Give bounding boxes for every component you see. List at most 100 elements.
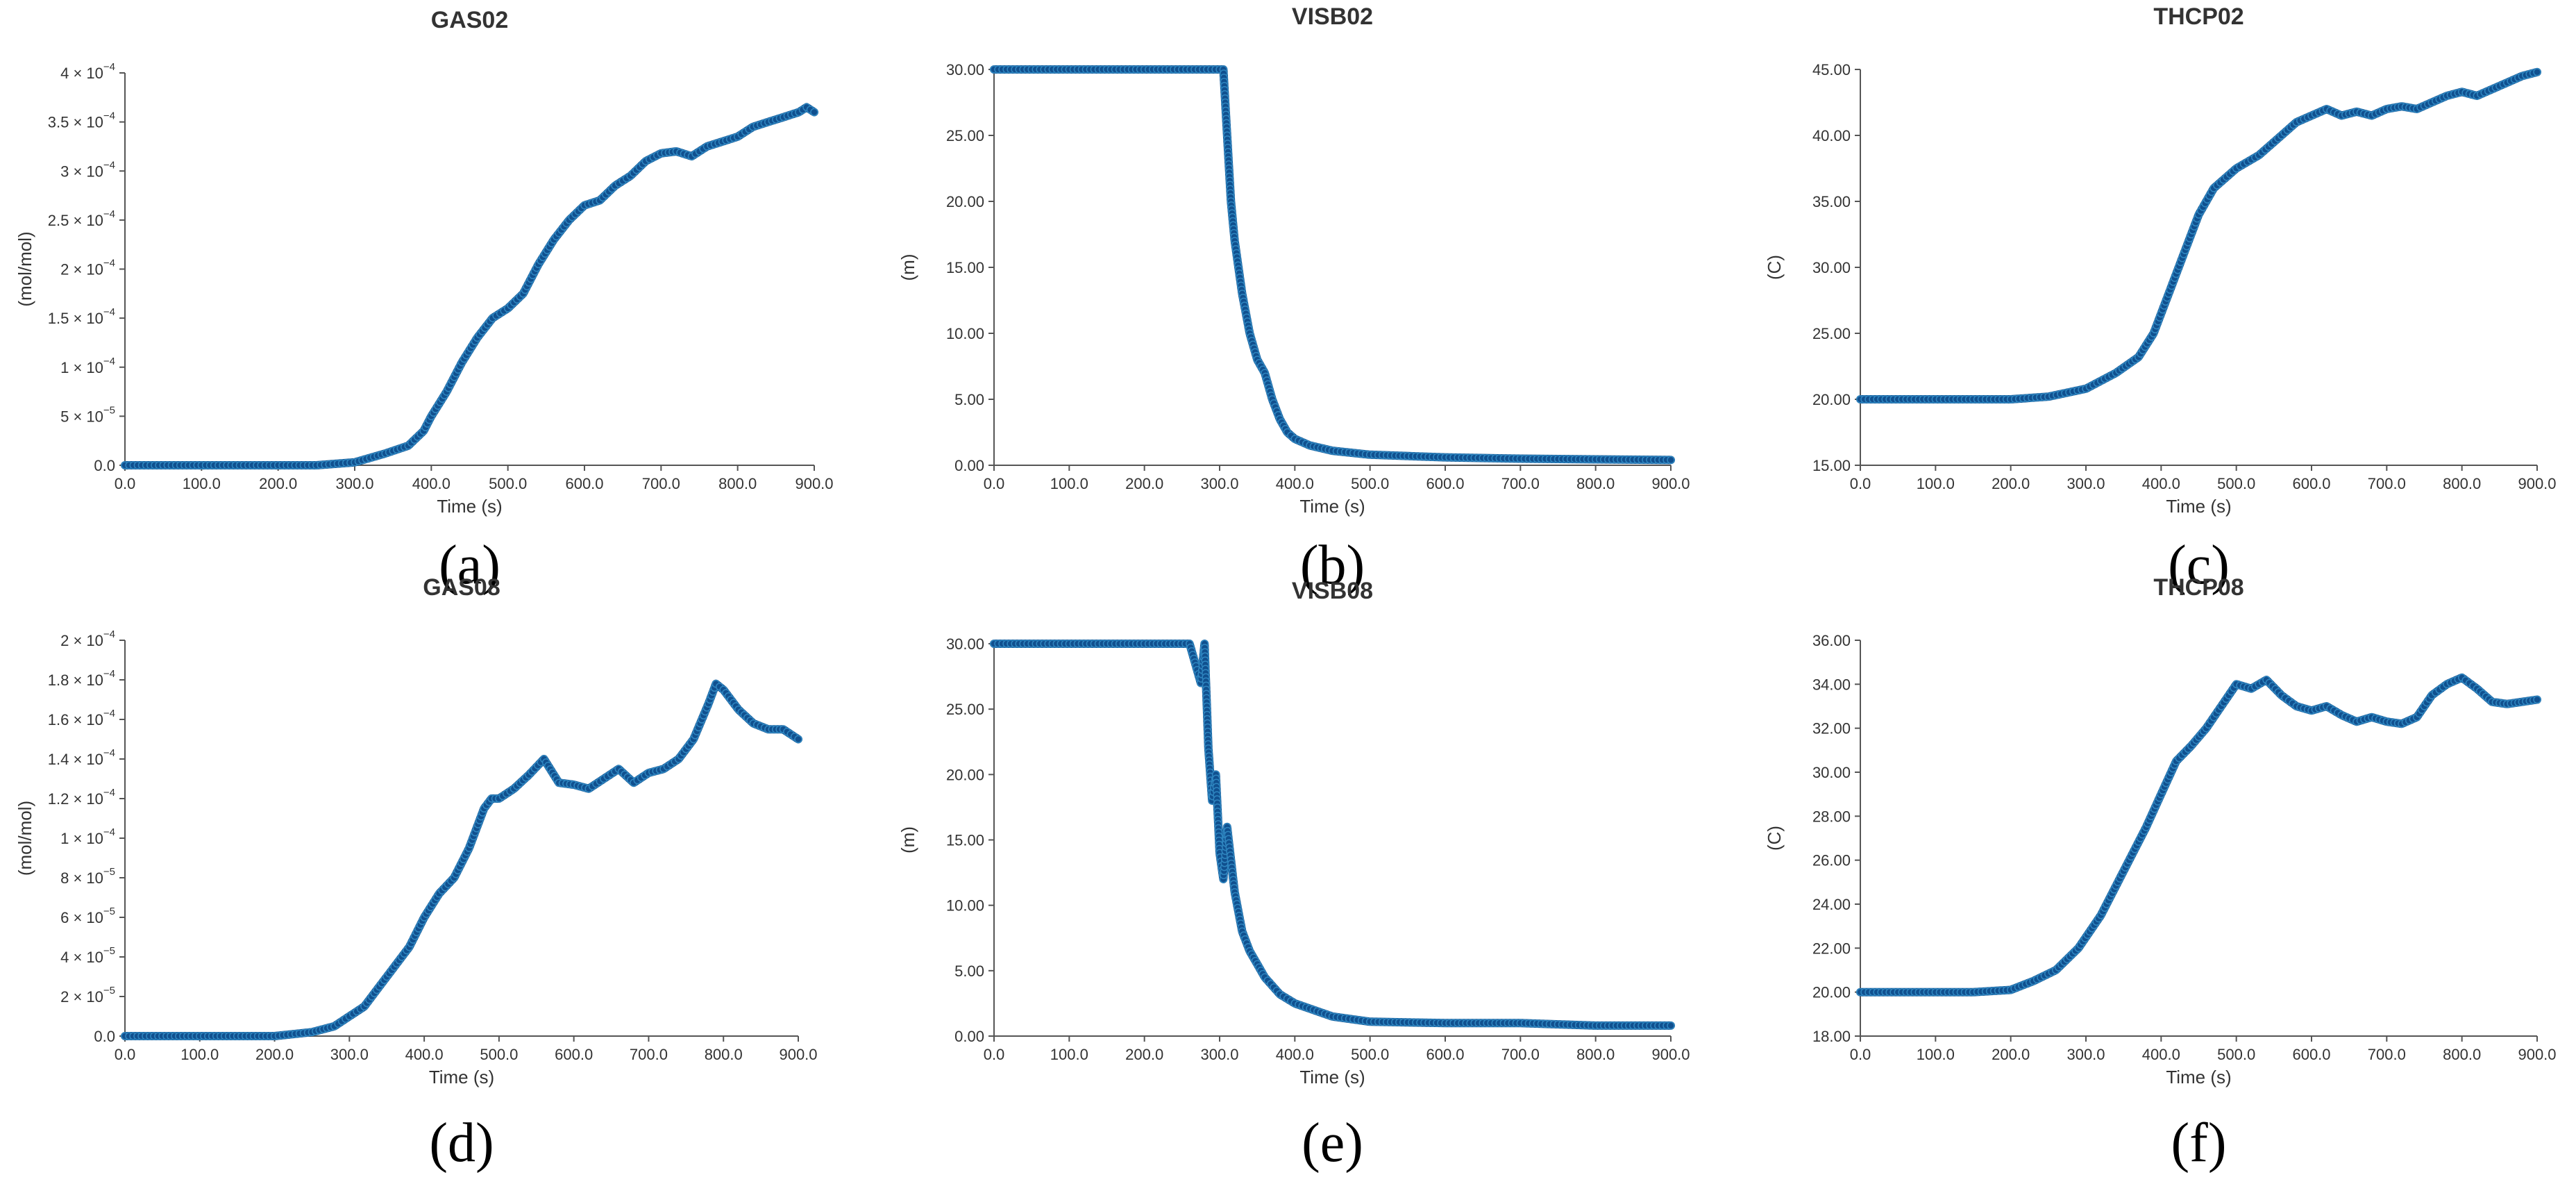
y-tick-mantissa: 2.5 × 10 xyxy=(48,212,103,229)
y-tick-mantissa: 1.2 × 10 xyxy=(48,790,103,808)
x-tick-label: 0.0 xyxy=(984,475,1005,492)
x-tick-label: 200.0 xyxy=(1125,475,1163,492)
chart-title: GAS02 xyxy=(431,7,509,33)
y-tick-exponent: −5 xyxy=(103,945,115,957)
x-axis-label: Time (s) xyxy=(2166,1067,2231,1087)
y-tick-mantissa: 10.00 xyxy=(946,897,984,915)
x-tick-label: 300.0 xyxy=(2066,1046,2105,1063)
y-tick-label: 2 × 10−5 xyxy=(60,985,115,1006)
x-tick-label: 800.0 xyxy=(705,1046,743,1063)
y-tick-label: 6 × 10−5 xyxy=(60,906,115,926)
x-tick-label: 800.0 xyxy=(1576,1046,1615,1063)
data-point xyxy=(2533,695,2541,704)
y-tick-exponent: −4 xyxy=(103,787,115,799)
x-tick-label: 900.0 xyxy=(1651,475,1690,492)
x-tick-label: 100.0 xyxy=(180,1046,219,1063)
x-tick-label: 100.0 xyxy=(183,475,221,492)
chart-f: THCP08 0.0 100.0 200.0 300.0 400.0 500.0 600.0 7… xyxy=(1764,574,2557,1174)
y-tick-exponent: −4 xyxy=(103,826,115,838)
y-tick-exponent: −5 xyxy=(103,404,115,416)
y-tick-label: 0.00 xyxy=(954,1028,984,1045)
x-tick-label: 400.0 xyxy=(1276,1046,1314,1063)
x-tick-label: 800.0 xyxy=(2443,475,2481,492)
y-tick-label: 1 × 10−4 xyxy=(60,826,115,847)
x-tick-label: 700.0 xyxy=(642,475,680,492)
series-markers xyxy=(121,679,802,1040)
x-tick-label: 400.0 xyxy=(412,475,451,492)
y-tick-mantissa: 45.00 xyxy=(1812,61,1851,78)
y-tick-mantissa: 1.4 × 10 xyxy=(48,751,103,768)
x-tick-label: 100.0 xyxy=(1050,1046,1088,1063)
y-tick-mantissa: 2 × 10 xyxy=(60,988,103,1006)
x-tick-label: 900.0 xyxy=(795,475,833,492)
x-tick-label: 300.0 xyxy=(1200,1046,1238,1063)
x-tick-label: 0.0 xyxy=(1850,1046,1871,1063)
chart-d: GAS08 0.0 100.0 200.0 300.0 400.0 500.0 600.0 70… xyxy=(15,574,818,1174)
x-axis-label: Time (s) xyxy=(1299,496,1365,517)
y-tick-label: 5 × 10−5 xyxy=(60,404,115,425)
y-tick-label: 30.00 xyxy=(946,61,984,78)
y-tick-label: 15.00 xyxy=(1812,457,1851,474)
y-tick-mantissa: 6 × 10 xyxy=(60,909,103,926)
y-tick-label: 4 × 10−4 xyxy=(60,61,115,82)
x-tick-label: 300.0 xyxy=(335,475,373,492)
x-tick-label: 200.0 xyxy=(1992,1046,2030,1063)
x-tick-label: 400.0 xyxy=(1276,475,1314,492)
x-tick-label: 800.0 xyxy=(2443,1046,2481,1063)
y-tick-mantissa: 3.5 × 10 xyxy=(48,114,103,131)
y-tick-mantissa: 25.00 xyxy=(1812,325,1851,342)
y-tick-label: 5.00 xyxy=(954,962,984,980)
y-tick-mantissa: 36.00 xyxy=(1812,632,1851,649)
x-axis-label: Time (s) xyxy=(429,1067,494,1087)
y-tick-label: 15.00 xyxy=(946,832,984,849)
x-tick-label: 300.0 xyxy=(2066,475,2105,492)
y-tick-mantissa: 26.00 xyxy=(1812,852,1851,869)
y-tick-mantissa: 30.00 xyxy=(1812,764,1851,781)
y-tick-exponent: −5 xyxy=(103,985,115,997)
y-tick-mantissa: 3 × 10 xyxy=(60,162,103,180)
y-tick-mantissa: 5 × 10 xyxy=(60,408,103,425)
x-tick-label: 400.0 xyxy=(2142,1046,2180,1063)
x-tick-label: 500.0 xyxy=(480,1046,518,1063)
y-tick-label: 25.00 xyxy=(946,701,984,718)
panel-label: (a) xyxy=(439,535,500,596)
y-tick-label: 26.00 xyxy=(1812,852,1851,869)
y-tick-mantissa: 5.00 xyxy=(954,962,984,980)
y-tick-label: 10.00 xyxy=(946,897,984,915)
x-tick-label: 600.0 xyxy=(2292,475,2330,492)
y-tick-exponent: −4 xyxy=(103,306,115,318)
y-tick-mantissa: 20.00 xyxy=(946,193,984,210)
y-axis-label: (mol/mol) xyxy=(15,801,35,876)
chart-c: THCP02 0.0 100.0 200.0 300.0 400.0 500.0 600.0 7… xyxy=(1764,3,2557,596)
x-tick-label: 200.0 xyxy=(1125,1046,1163,1063)
series-markers xyxy=(121,103,818,469)
y-tick-label: 2.5 × 10−4 xyxy=(48,208,115,229)
y-tick-mantissa: 32.00 xyxy=(1812,720,1851,737)
chart-title: VISB08 xyxy=(1292,578,1373,604)
y-tick-exponent: −5 xyxy=(103,906,115,917)
y-tick-exponent: −4 xyxy=(103,61,115,73)
y-tick-mantissa: 0.00 xyxy=(954,1028,984,1045)
y-tick-mantissa: 22.00 xyxy=(1812,940,1851,957)
y-tick-label: 1.2 × 10−4 xyxy=(48,787,115,808)
x-tick-label: 200.0 xyxy=(259,475,297,492)
chart-title: THCP02 xyxy=(2153,3,2244,30)
y-tick-label: 0.00 xyxy=(954,457,984,474)
y-tick-label: 30.00 xyxy=(946,635,984,653)
y-tick-mantissa: 2 × 10 xyxy=(60,261,103,278)
y-axis-label: (m) xyxy=(898,254,918,281)
x-tick-label: 900.0 xyxy=(2518,1046,2556,1063)
y-tick-label: 20.00 xyxy=(1812,391,1851,408)
y-tick-label: 15.00 xyxy=(946,259,984,276)
y-tick-exponent: −4 xyxy=(103,668,115,680)
y-tick-label: 1.8 × 10−4 xyxy=(48,668,115,689)
x-tick-label: 600.0 xyxy=(565,475,603,492)
chart-a: GAS02 0.0 100.0 200.0 300.0 400.0 500.0 600.0 70… xyxy=(15,7,834,596)
y-tick-mantissa: 20.00 xyxy=(1812,391,1851,408)
y-tick-mantissa: 35.00 xyxy=(1812,193,1851,210)
x-tick-label: 700.0 xyxy=(1501,475,1540,492)
y-tick-label: 0.0 xyxy=(94,1028,115,1045)
y-tick-mantissa: 1 × 10 xyxy=(60,830,103,847)
x-tick-label: 700.0 xyxy=(2368,475,2406,492)
